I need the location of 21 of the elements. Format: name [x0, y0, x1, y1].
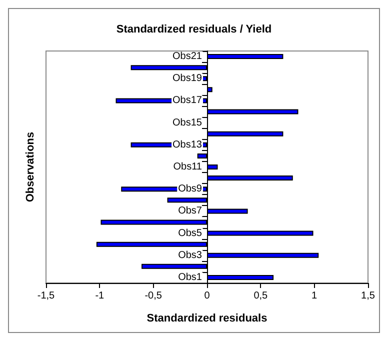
y-tick-label: Obs7	[178, 206, 202, 217]
y-tick-label: Obs5	[178, 228, 202, 239]
y-tick-label: Obs11	[173, 162, 202, 172]
x-tick-label: -1	[95, 290, 105, 302]
y-tick-label: Obs17	[172, 95, 202, 106]
y-tick-label: Obs15	[172, 117, 202, 128]
y-tick-label: Obs21	[172, 51, 202, 62]
x-tick-label: 1,5	[361, 290, 376, 302]
x-tick-label: -1,5	[37, 290, 56, 302]
y-tick-label: Obs1	[178, 272, 202, 283]
y-tick-label: Obs13	[172, 139, 202, 150]
y-tick-label: Obs9	[178, 184, 202, 195]
x-axis-title: Standardized residuals	[146, 312, 268, 324]
chart-title: Standardized residuals / Yield	[116, 24, 272, 36]
y-tick-label: Obs3	[178, 250, 202, 261]
x-tick-label: 1	[312, 290, 318, 302]
y-tick-label: Obs19	[172, 73, 202, 84]
x-tick-label: 0,5	[254, 290, 268, 302]
y-axis-title: Observations	[24, 132, 36, 202]
x-tick-label: -0,5	[144, 290, 162, 302]
x-tick-label: 0	[204, 290, 210, 302]
